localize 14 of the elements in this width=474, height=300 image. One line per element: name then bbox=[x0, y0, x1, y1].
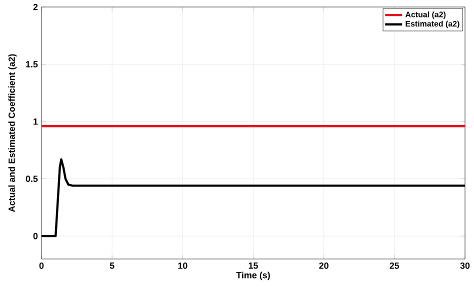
x-axis-title: Time (s) bbox=[236, 272, 270, 280]
x-tick-label: 10 bbox=[178, 262, 188, 269]
x-tick-label: 0 bbox=[39, 262, 44, 269]
x-tick-label: 30 bbox=[460, 262, 470, 269]
y-tick-label: 1 bbox=[34, 118, 38, 125]
y-tick-label: 1.5 bbox=[26, 61, 38, 68]
y-tick-label: 0 bbox=[33, 232, 38, 240]
x-tick-label: 25 bbox=[390, 262, 400, 269]
x-tick-label: 15 bbox=[248, 262, 258, 269]
y-axis-title: Actual and Estimated Coefficient (a2) bbox=[8, 54, 17, 212]
x-tick-label: 5 bbox=[110, 262, 114, 269]
x-tick-label: 20 bbox=[319, 262, 328, 269]
y-tick-label: 2 bbox=[33, 4, 38, 10]
y-tick-label: 0.5 bbox=[26, 176, 38, 182]
